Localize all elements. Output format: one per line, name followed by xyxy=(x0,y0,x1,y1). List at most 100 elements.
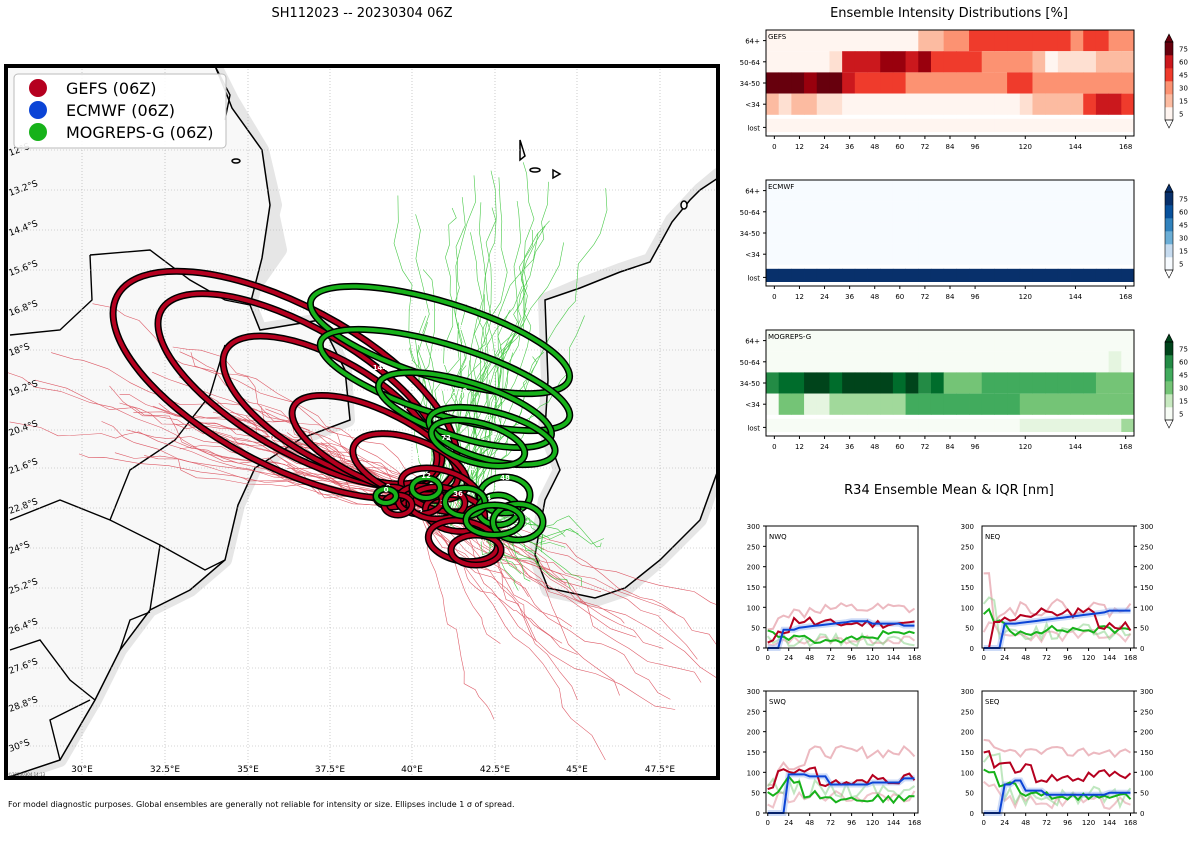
heatmap-cell xyxy=(1007,351,1021,373)
r34-xtick: 72 xyxy=(1042,819,1051,827)
gefs-iqr-line xyxy=(767,744,916,787)
heatmap-cell xyxy=(892,330,906,352)
heatmap-cell xyxy=(791,351,805,373)
heatmap-cell xyxy=(1019,268,1033,282)
heatmap-cell xyxy=(1108,330,1122,352)
heatmap-xtick: 72 xyxy=(920,293,929,301)
heatmap-cell xyxy=(956,268,970,282)
colorbar-segment xyxy=(1165,42,1173,56)
heatmap-cell xyxy=(1095,222,1110,244)
heatmap-cell xyxy=(981,93,995,115)
heatmap-cell xyxy=(854,330,868,352)
r34-xtick: 144 xyxy=(887,819,901,827)
heatmap-cell xyxy=(1057,330,1071,352)
heatmap-cell xyxy=(1057,72,1071,94)
r34-ytick: 100 xyxy=(961,769,974,777)
gefs-track xyxy=(34,379,434,506)
lon-label: 42.5°E xyxy=(480,765,511,775)
heatmap-cell xyxy=(1007,93,1021,115)
heatmap-cell xyxy=(829,268,843,282)
r34-ytick: 300 xyxy=(747,688,760,696)
heatmap-ylabel: 34-50 xyxy=(740,230,760,238)
heatmap-cell xyxy=(1083,51,1097,73)
r34-xtick: 0 xyxy=(982,819,986,827)
colorbar-tick: 15 xyxy=(1179,98,1188,106)
heatmap-cell xyxy=(778,268,792,282)
heatmap-cell xyxy=(842,201,856,223)
heatmap-cell xyxy=(854,51,868,73)
r34-xtick: 96 xyxy=(1063,819,1072,827)
map-title: SH112023 -- 20230304 06Z xyxy=(271,6,452,21)
heatmap-cell xyxy=(1121,330,1135,352)
heatmap-cell xyxy=(854,222,868,244)
colorbar-tick: 75 xyxy=(1179,346,1188,354)
heatmap-xtick: 60 xyxy=(895,293,904,301)
r34-ytick: 300 xyxy=(1140,688,1153,696)
heatmap-cell xyxy=(1057,243,1071,265)
r34-xtick: 96 xyxy=(847,654,856,662)
heatmap-cell xyxy=(804,30,818,52)
heatmap-cell xyxy=(1032,330,1046,352)
ellipse-label: 144 xyxy=(439,360,454,368)
heatmap-cell xyxy=(1032,201,1046,223)
heatmap-cell xyxy=(930,393,945,415)
heatmap-cell xyxy=(867,268,881,282)
heatmap-cell xyxy=(892,30,906,52)
heatmap-cell xyxy=(867,93,881,115)
heatmap-cell xyxy=(1032,222,1046,244)
heatmap-cell xyxy=(956,201,970,223)
heatmap-ylabel: 64+ xyxy=(745,338,760,346)
heatmap-cell xyxy=(867,222,881,244)
heatmap-cell xyxy=(816,72,830,94)
heatmap-xtick: 144 xyxy=(1069,143,1083,151)
ellipse-label: 48 xyxy=(477,536,487,544)
heatmap-ylabel: 34-50 xyxy=(740,380,760,388)
heatmap-cell xyxy=(905,351,919,373)
heatmap-ylabel: lost xyxy=(747,124,760,132)
r34-panel: SWQ 0 24 48 72 96 120 144 168 0 50 100 150 200 250 300 xyxy=(747,688,922,827)
ellipse-label: 120 xyxy=(453,387,468,395)
heatmap-cell xyxy=(867,30,881,52)
heatmap-cell xyxy=(842,268,856,282)
heatmap-cell xyxy=(766,330,780,352)
colorbar-tick: 45 xyxy=(1179,72,1188,80)
heatmap-cell xyxy=(1057,372,1071,394)
heatmap-cell xyxy=(842,180,856,202)
heatmap-cell xyxy=(1121,222,1135,244)
heatmap-cell xyxy=(816,118,830,132)
heatmap-cell xyxy=(943,180,957,202)
heatmap-cell xyxy=(943,243,957,265)
heatmap-cell xyxy=(804,330,818,352)
heatmap-cell xyxy=(930,351,945,373)
heatmap-cell xyxy=(1045,93,1059,115)
heatmap-cell xyxy=(1019,222,1033,244)
heatmap-cell xyxy=(994,180,1008,202)
heatmap-cell xyxy=(829,180,843,202)
heatmap-cell xyxy=(1032,93,1046,115)
heatmap-xtick: 36 xyxy=(845,293,854,301)
lon-label: 45°E xyxy=(566,765,588,775)
heatmap-cell xyxy=(994,418,1008,432)
heatmap-cell xyxy=(1083,72,1097,94)
heatmap-cell xyxy=(930,93,945,115)
heatmap-cell xyxy=(842,418,856,432)
heatmap-cell xyxy=(791,201,805,223)
heatmap-cell xyxy=(766,180,780,202)
heatmap-panel-label: ECMWF xyxy=(768,183,794,191)
r34-ytick: 200 xyxy=(747,564,760,572)
ecmwf-mean-line xyxy=(767,773,915,814)
r34-ytick: 0 xyxy=(756,810,760,818)
r34-ytick: 250 xyxy=(747,708,760,716)
heatmap-cell xyxy=(1019,418,1033,432)
lon-label: 37.5°E xyxy=(315,765,346,775)
heatmap-cell xyxy=(880,118,894,132)
heatmap-cell xyxy=(880,180,894,202)
heatmap-ylabel: 50-64 xyxy=(740,59,761,67)
colorbar-tick: 45 xyxy=(1179,372,1188,380)
r34-xtick: 144 xyxy=(1103,654,1117,662)
r34-ytick: 50 xyxy=(965,790,974,798)
heatmap-cell xyxy=(791,268,805,282)
gefs-track xyxy=(172,346,439,507)
gefs-track xyxy=(51,352,430,508)
